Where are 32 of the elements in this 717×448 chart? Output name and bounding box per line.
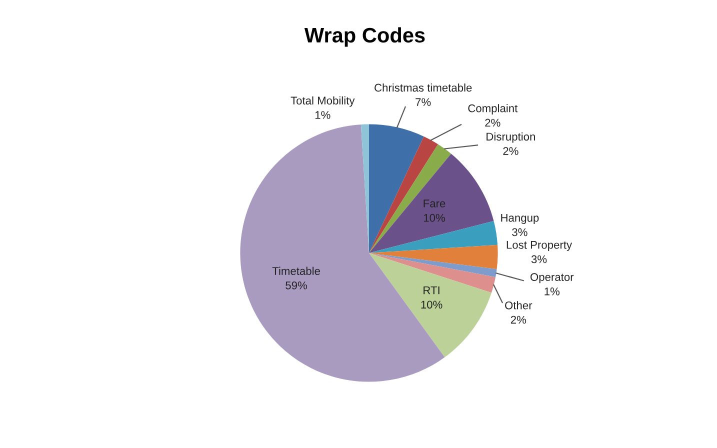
slice-label: Fare [424, 200, 446, 208]
data-label: 2% [485, 118, 500, 127]
slice-label: Complaint [468, 104, 518, 114]
data-label: 7% [416, 98, 431, 106]
pie-slice [240, 124, 445, 382]
data-label: 59% [286, 281, 308, 290]
data-label: 2% [510, 316, 526, 324]
slice-label: Total Mobility [290, 96, 355, 107]
slice-label: Timetable [272, 266, 320, 275]
slice-label: Disruption [486, 132, 535, 143]
slice-label: Lost Property [506, 241, 572, 251]
data-label: 10% [421, 300, 442, 309]
data-label: 10% [424, 214, 445, 222]
data-label: 2% [503, 147, 518, 155]
chart-title: Wrap Codes [304, 27, 425, 47]
slice-label: Hangup [501, 214, 539, 224]
pie-slice [369, 253, 497, 278]
slice-label: Christmas timetable [374, 83, 472, 92]
slice-label: Operator [530, 273, 574, 284]
data-label: 3% [531, 255, 547, 264]
data-label: 1% [315, 111, 330, 119]
pie-slice [369, 253, 496, 293]
pie-slice [369, 154, 494, 253]
data-label: 3% [512, 228, 528, 236]
pie-slice [369, 253, 492, 358]
slice-label: RTI [424, 286, 440, 294]
data-label: 1% [544, 288, 560, 296]
pie-slice [369, 244, 498, 270]
slice-label: Other [505, 301, 532, 310]
pie-slice [369, 124, 424, 253]
pie-slice [369, 144, 452, 253]
pie-slice [369, 220, 498, 253]
